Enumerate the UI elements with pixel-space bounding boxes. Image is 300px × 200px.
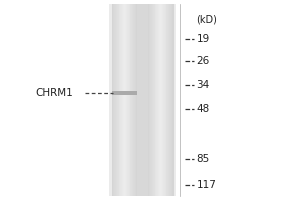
Bar (128, 4, 129, 196)
Bar (167, 4, 168, 196)
Bar (131, 4, 133, 196)
Bar (114, 4, 116, 196)
Bar (137, 4, 148, 196)
Bar (172, 4, 173, 196)
Bar (148, 4, 150, 196)
Bar (112, 4, 114, 196)
Text: 19: 19 (196, 34, 210, 44)
Bar (129, 4, 130, 196)
Bar (126, 4, 128, 196)
Text: 26: 26 (196, 56, 210, 66)
Bar (135, 4, 136, 196)
Bar (169, 4, 170, 196)
Bar (115, 4, 116, 196)
Bar (122, 4, 123, 196)
Bar (123, 4, 124, 196)
Bar (166, 4, 167, 196)
Bar (113, 4, 115, 196)
Bar (158, 4, 159, 196)
Bar (154, 4, 155, 196)
Text: (kD): (kD) (196, 15, 218, 25)
Bar (161, 4, 163, 196)
Bar (127, 4, 128, 196)
Bar (117, 4, 118, 196)
Bar (136, 4, 138, 196)
Bar (165, 4, 166, 196)
Bar (130, 4, 132, 196)
Bar (168, 4, 169, 196)
Bar (163, 4, 164, 196)
Bar (149, 4, 151, 196)
Bar (167, 4, 169, 196)
Text: CHRM1: CHRM1 (36, 88, 74, 98)
Bar (112, 91, 137, 95)
Bar (154, 4, 156, 196)
Text: 117: 117 (196, 180, 216, 190)
Text: 34: 34 (196, 80, 210, 90)
Bar (124, 4, 125, 196)
Bar (112, 4, 113, 196)
Bar (155, 4, 157, 196)
FancyBboxPatch shape (109, 4, 176, 196)
Bar (124, 4, 126, 196)
Bar (162, 4, 164, 196)
Bar (120, 4, 122, 196)
Bar (150, 4, 152, 196)
Bar (133, 4, 134, 196)
Bar (172, 4, 174, 196)
Bar (164, 4, 165, 196)
Bar (116, 4, 117, 196)
Bar (160, 4, 161, 196)
Bar (157, 4, 158, 196)
Bar (130, 4, 131, 196)
Bar (160, 4, 162, 196)
Text: 48: 48 (196, 104, 210, 114)
Bar (118, 4, 120, 196)
Bar (121, 4, 122, 196)
Bar (132, 4, 133, 196)
Bar (151, 4, 152, 196)
Bar (159, 4, 160, 196)
Text: 85: 85 (196, 154, 210, 164)
Bar (118, 4, 119, 196)
Bar (125, 4, 127, 196)
Bar (134, 4, 135, 196)
Bar (170, 4, 171, 196)
Bar (148, 4, 149, 196)
Bar (153, 4, 154, 196)
Bar (152, 4, 153, 196)
Bar (156, 4, 158, 196)
Bar (119, 4, 121, 196)
Bar (136, 4, 137, 196)
Bar (171, 4, 172, 196)
